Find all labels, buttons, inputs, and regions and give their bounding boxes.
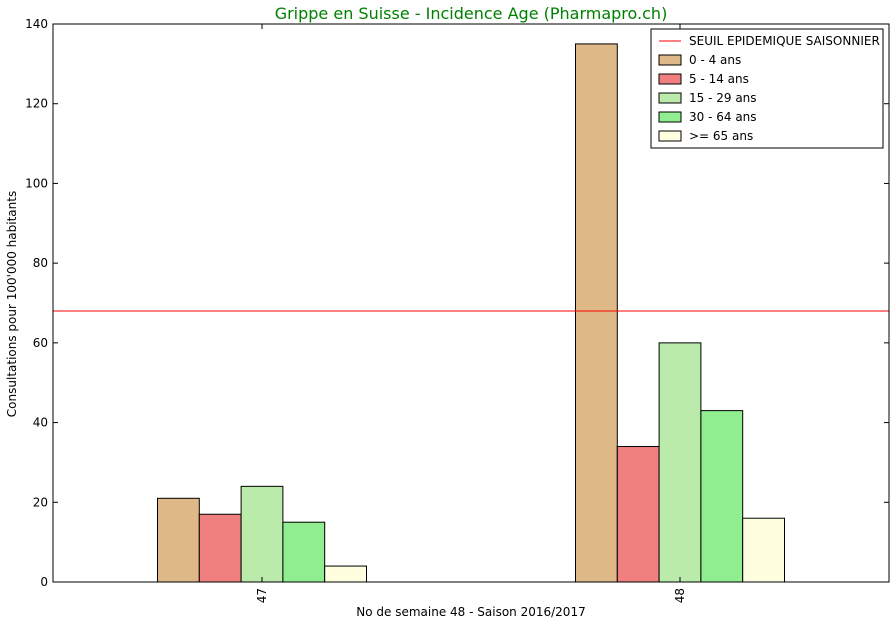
x-tick-label: 48: [673, 588, 687, 603]
bar-48-series-3: [700, 410, 744, 583]
bar-47-series-1: [198, 513, 242, 583]
x-axis-label: No de semaine 48 - Saison 2016/2017: [356, 605, 585, 619]
bar-47-series-3: [282, 521, 326, 583]
y-tick-label: 20: [33, 495, 48, 509]
plot-frame: [52, 23, 890, 583]
y-tick-label: 140: [25, 17, 48, 31]
legend: SEUIL EPIDEMIQUE SAISONNIER 0 - 4 ans 5 - …: [650, 28, 884, 149]
legend-label-3: 30 - 64 ans: [689, 110, 757, 124]
y-tick-label: 120: [25, 97, 48, 111]
legend-swatch-3: [658, 111, 682, 123]
legend-label-4: >= 65 ans: [689, 129, 753, 143]
bar-48-series-0: [575, 43, 618, 583]
bar-48-series-1: [616, 445, 660, 583]
chart-title: Grippe en Suisse - Incidence Age (Pharma…: [275, 4, 668, 23]
bar-47-series-0: [157, 497, 200, 583]
y-tick-label: 80: [33, 256, 48, 270]
y-tick-label: 40: [33, 416, 48, 430]
legend-label-0: 0 - 4 ans: [689, 53, 741, 67]
plot-area: 0 20 40 60 80 100 120 140 47 48: [25, 17, 890, 603]
y-tick-label: 60: [33, 336, 48, 350]
legend-box: [650, 28, 884, 149]
legend-swatch-4: [658, 130, 682, 142]
legend-swatch-0: [658, 54, 682, 66]
bar-48-series-4: [742, 517, 786, 583]
x-tick-label: 47: [255, 588, 269, 603]
y-axis-label: Consultations pour 100'000 habitants: [5, 191, 19, 417]
y-tick-label: 0: [40, 575, 48, 589]
legend-label-threshold: SEUIL EPIDEMIQUE SAISONNIER: [689, 34, 880, 48]
legend-swatch-1: [658, 73, 682, 85]
legend-label-2: 15 - 29 ans: [689, 91, 757, 105]
bar-47-series-2: [240, 485, 284, 583]
bar-47-series-4: [324, 565, 368, 583]
legend-label-1: 5 - 14 ans: [689, 72, 749, 86]
bar-48-series-2: [658, 342, 702, 583]
y-tick-label: 100: [25, 176, 48, 190]
legend-swatch-2: [658, 92, 682, 104]
